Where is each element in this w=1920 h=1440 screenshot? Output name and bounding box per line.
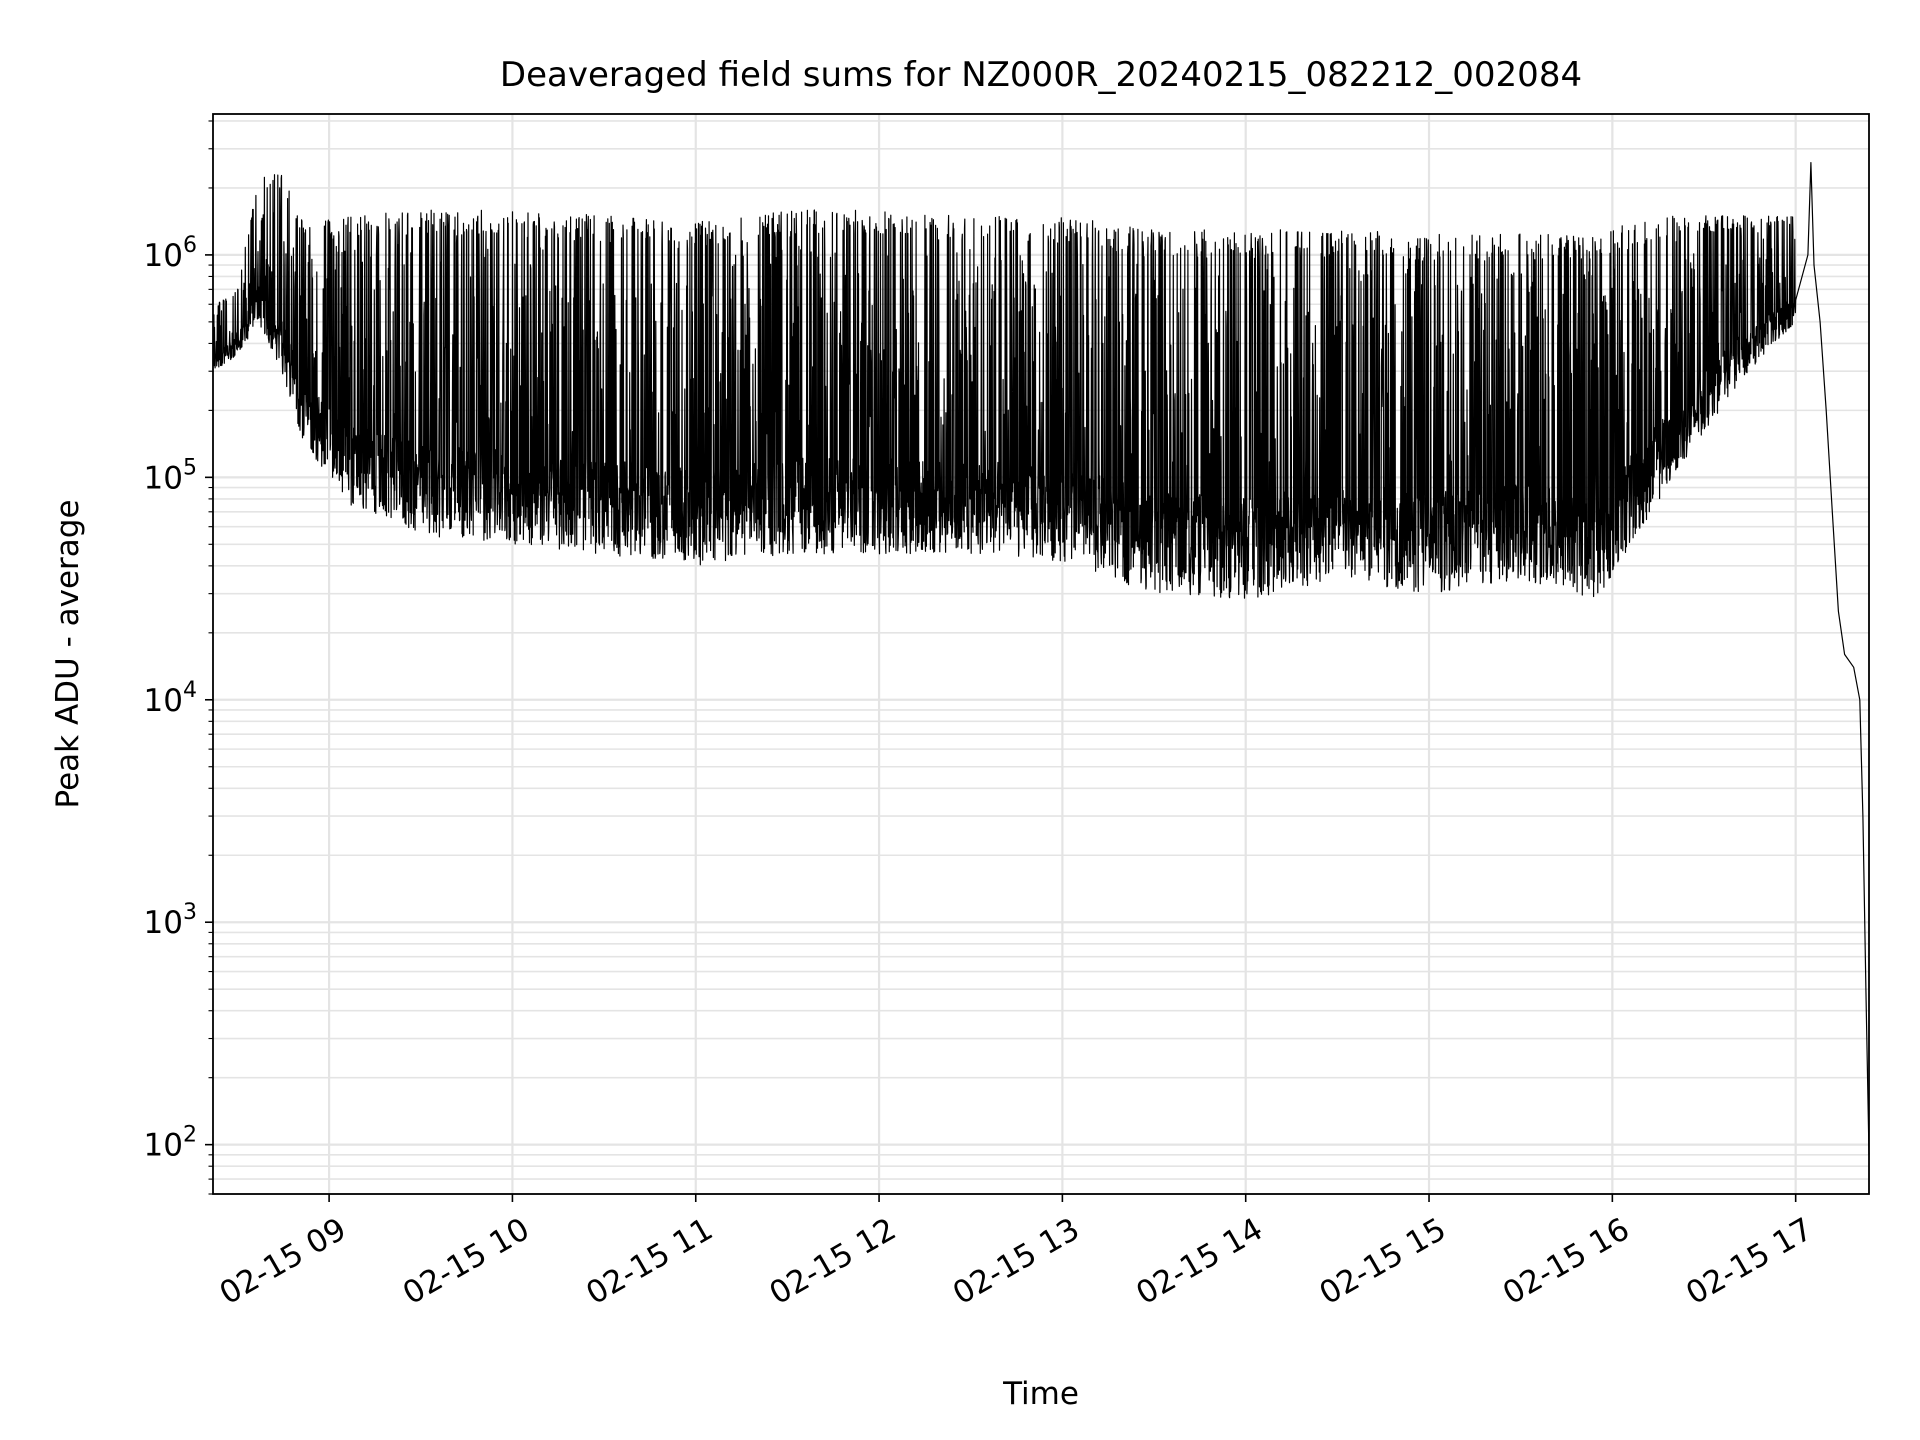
y-axis-label: Peak ADU - average xyxy=(50,499,86,808)
y-tick-label: 105 xyxy=(144,455,197,496)
y-tick-label: 103 xyxy=(144,900,197,941)
series-trace xyxy=(212,162,1870,1155)
y-tick-label: 104 xyxy=(144,678,197,719)
x-axis-label: Time xyxy=(1002,1376,1079,1412)
y-tick-label: 106 xyxy=(144,233,197,274)
series-line xyxy=(212,162,1870,1155)
plot-frame xyxy=(212,113,1870,1195)
y-tick-label: 102 xyxy=(144,1123,197,1164)
chart-title: Deaveraged field sums for NZ000R_2024021… xyxy=(500,55,1582,95)
y-axis: 102 103 104 105 106 xyxy=(144,120,213,1195)
